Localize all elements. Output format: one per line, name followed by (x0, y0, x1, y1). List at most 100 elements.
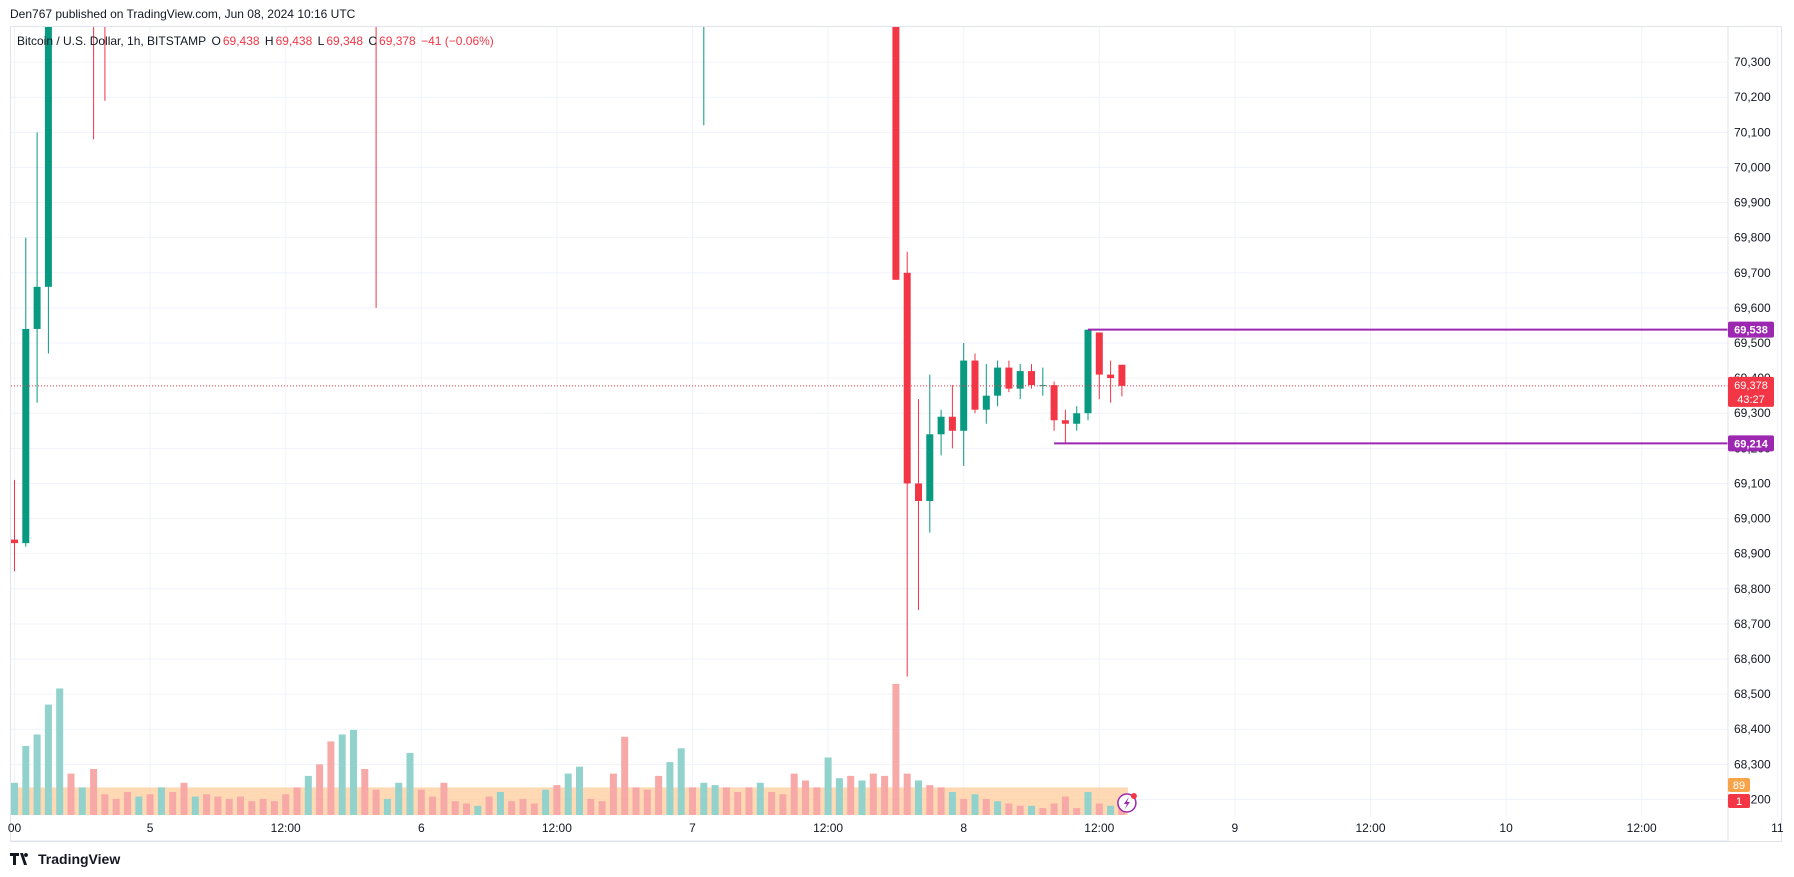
y-tick-label: 68,400 (1734, 722, 1771, 736)
volume-bar (960, 798, 968, 815)
y-tick-label: 69,600 (1734, 301, 1771, 315)
candle-body (214, 6, 221, 13)
volume-bar (734, 792, 742, 815)
volume-bar (169, 792, 177, 815)
volume-bar (327, 741, 335, 815)
x-tick-label: 12:00 (1355, 821, 1385, 835)
volume-bar (11, 782, 18, 815)
volume-bar (451, 801, 459, 815)
candle-body (350, 0, 357, 2)
candle-body (1084, 329, 1092, 414)
volume-bar (395, 782, 403, 815)
x-tick-label: 7 (689, 821, 696, 835)
candle-body (847, 0, 854, 2)
volume-bars (11, 683, 1126, 815)
candle-body (813, 0, 820, 6)
candle-body (982, 395, 990, 410)
candle-body (237, 2, 244, 9)
y-tick-label: 69,100 (1734, 476, 1771, 490)
candle-body (226, 9, 233, 13)
volume-bar (214, 796, 222, 815)
candle-body (282, 0, 289, 6)
volume-bar (44, 704, 52, 815)
notification-dot (1130, 793, 1137, 799)
volume-bar (1061, 796, 1069, 815)
candle-body (520, 2, 527, 6)
symbol-name: Bitcoin / U.S. Dollar, 1h, BITSTAMP (17, 34, 207, 48)
low-value: 69,348 (326, 34, 364, 48)
candle-body (960, 360, 968, 431)
x-tick-label: 5 (147, 821, 154, 835)
candle-body (1016, 371, 1024, 389)
candle-body (1095, 332, 1103, 375)
volume-bar (1005, 803, 1013, 815)
x-tick-label: 9 (1232, 821, 1239, 835)
volume-bar (383, 798, 391, 815)
volume-bar (903, 773, 911, 815)
candle-body (1118, 364, 1126, 386)
x-tick-label: 10 (1499, 821, 1513, 835)
y-tick-label: 68,600 (1734, 652, 1771, 666)
y-tick-label: 69,700 (1734, 266, 1771, 280)
x-tick-label: 11 (1771, 821, 1784, 835)
candle-body (734, 2, 741, 6)
volume-badge (1728, 794, 1750, 808)
high-value: 69,438 (275, 34, 313, 48)
volume-bar (779, 794, 787, 815)
candle-body (870, 2, 877, 6)
volume-bar (1039, 808, 1047, 815)
volume-bar (847, 775, 855, 815)
countdown-label: 43:27 (1737, 394, 1765, 406)
volume-bar (598, 801, 606, 815)
candle-body (757, 0, 764, 2)
volume-bar (237, 796, 244, 815)
candle-body (689, 2, 696, 6)
price-badges: 69,538 69,214 69,378 43:27 89 1 (1117, 321, 1774, 813)
candle-body (33, 286, 41, 329)
candle-body (565, 0, 572, 2)
volume-bar (745, 787, 753, 815)
volume-bar (406, 752, 414, 815)
volume-bar (677, 748, 685, 815)
candle-body (948, 416, 956, 431)
candle-body (937, 416, 945, 435)
y-tick-label: 68,900 (1734, 547, 1771, 561)
candle-body (994, 367, 1002, 396)
candle-body (192, 2, 199, 9)
volume-bar (553, 785, 561, 815)
volume-bar (587, 798, 595, 815)
x-tick-label: 12:00 (271, 821, 301, 835)
candle-body (147, 0, 154, 2)
volume-bar (316, 764, 324, 815)
y-tick-label: 69,900 (1734, 196, 1771, 210)
volume-bar (270, 801, 278, 815)
candle-body (678, 0, 685, 6)
candle-body (22, 328, 30, 544)
candle-body (1107, 374, 1115, 379)
candle-body (892, 27, 900, 280)
candle-body (723, 0, 730, 2)
open-label: O (211, 34, 221, 48)
candle-body (1039, 385, 1047, 387)
volume-bar (790, 773, 798, 815)
candle-body (203, 6, 210, 10)
candle-body (486, 0, 493, 2)
volume-bar (835, 778, 843, 815)
tradingview-logo[interactable]: TradingView (10, 851, 120, 867)
volume-bar (700, 782, 708, 815)
volume-bar (926, 785, 934, 815)
y-tick-label: 68,800 (1734, 582, 1771, 596)
candle-body (271, 0, 278, 2)
candle-body (531, 2, 538, 9)
candle-body (971, 360, 979, 410)
volume-bar (813, 787, 821, 815)
volume-bar (1095, 803, 1103, 815)
volume-bar (711, 785, 719, 815)
volume-bar (576, 766, 583, 815)
candle-body (339, 0, 346, 2)
high-label: H (264, 34, 274, 48)
candle-body (158, 0, 165, 2)
volume-bar (971, 794, 979, 815)
volume-bar (802, 780, 809, 815)
